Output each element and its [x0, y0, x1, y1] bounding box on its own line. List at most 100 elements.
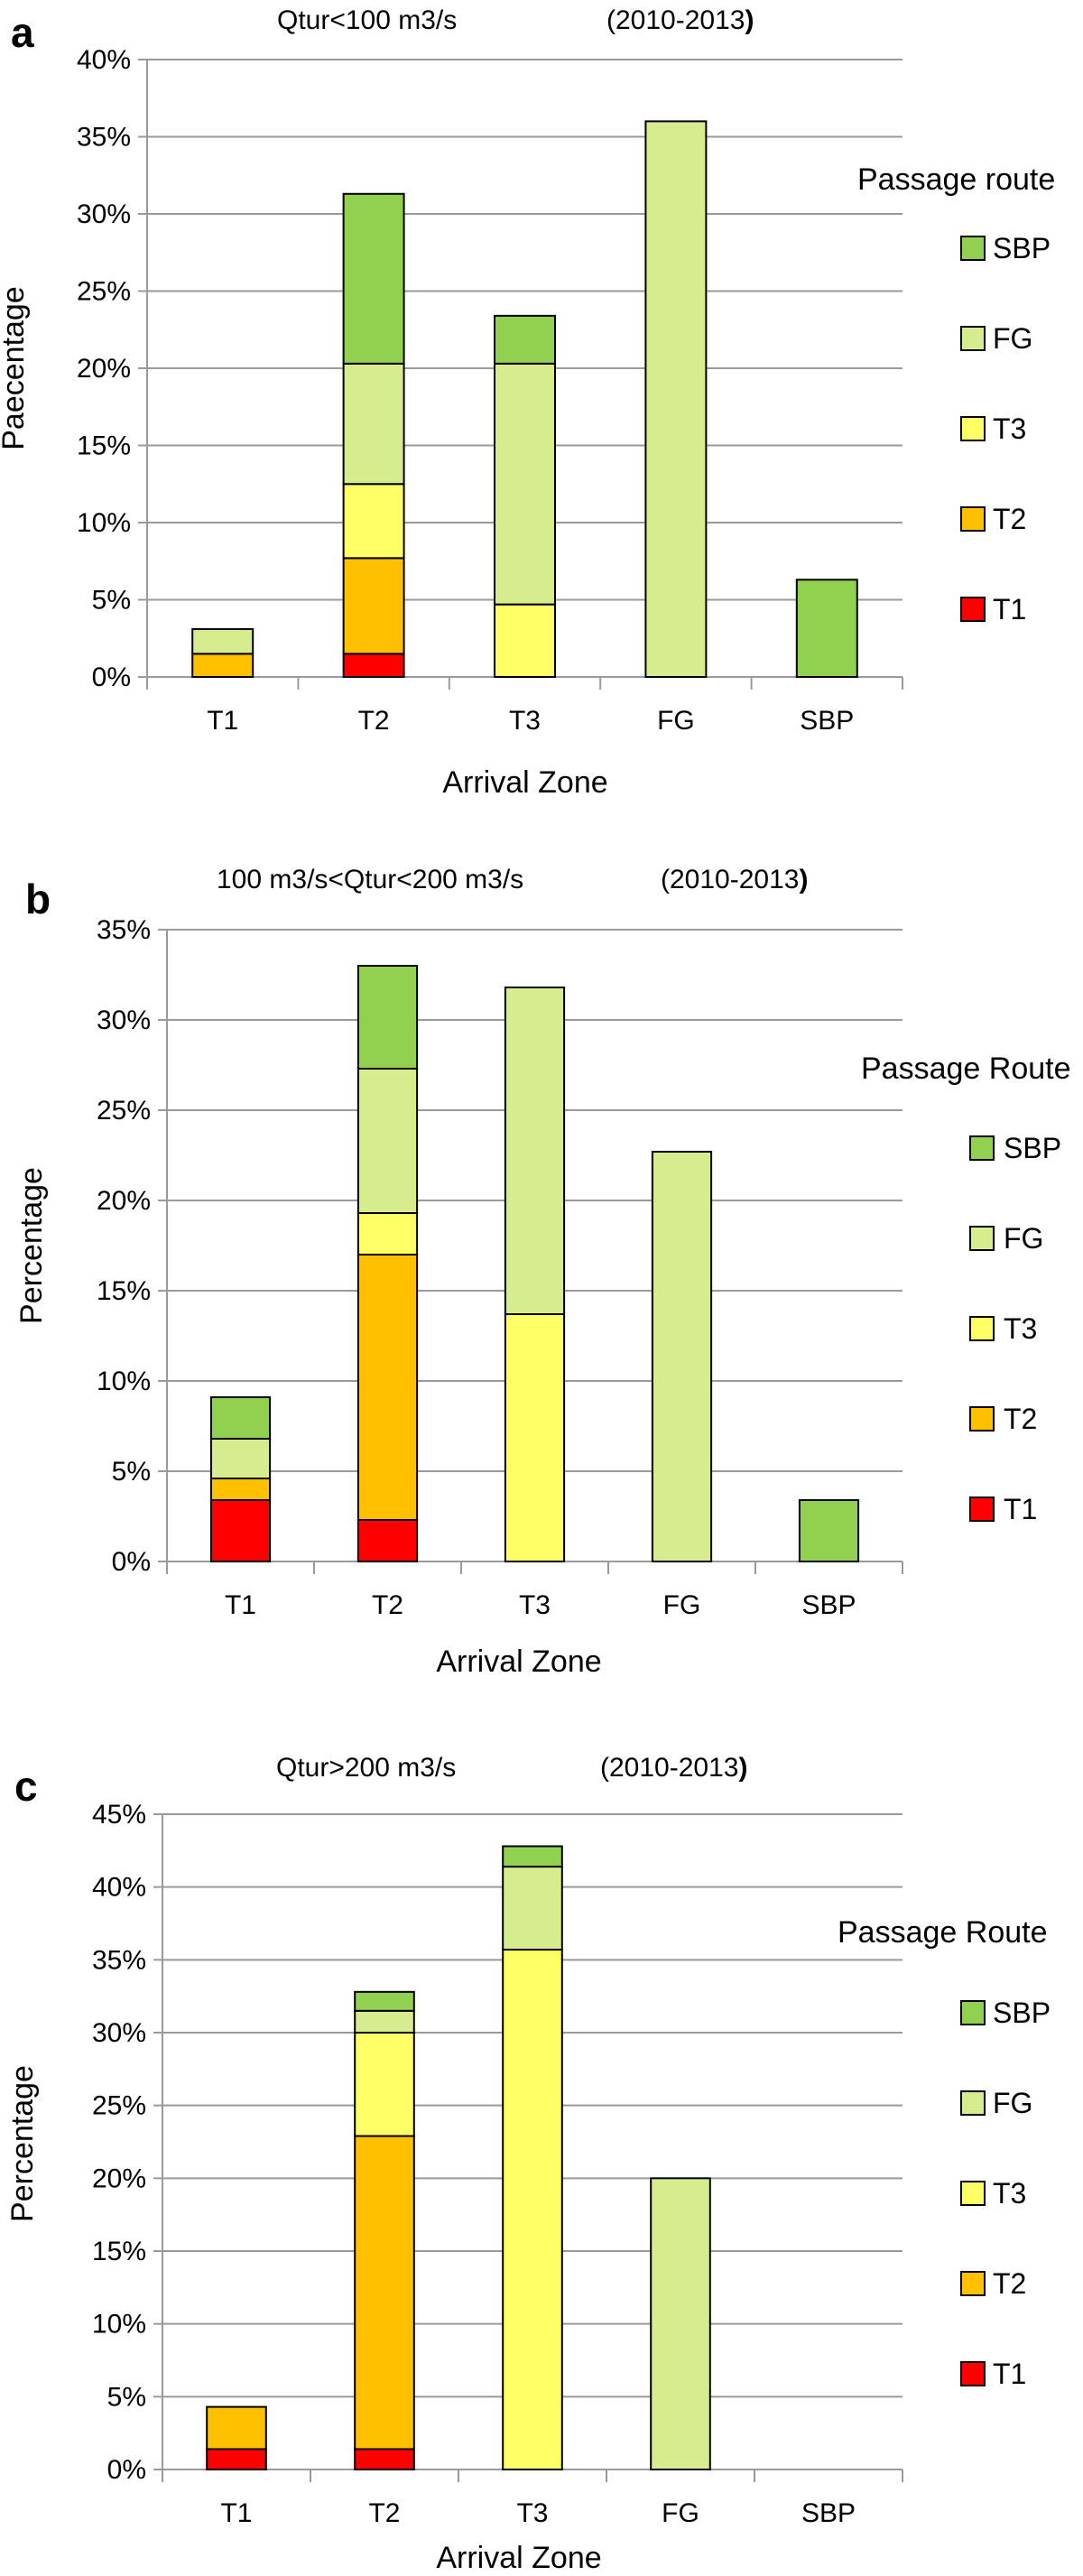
chart-title: Qtur>200 m3/s [276, 1753, 456, 1783]
y-tick-label: 0% [92, 663, 131, 692]
legend-label-T1: T1 [993, 593, 1026, 625]
y-tick-label: 40% [92, 1873, 146, 1903]
bar-T1-T1 [209, 1499, 272, 1562]
bar-T2-T3 [356, 1212, 419, 1256]
y-tick-label: 5% [92, 586, 131, 616]
bar-T3-SBP [502, 1845, 563, 1868]
legend-title: Passage Route [838, 1915, 1048, 1950]
x-tick-label: T3 [519, 1590, 551, 1620]
bar-T2-T2 [354, 2135, 415, 2451]
y-tick-label: 0% [107, 2455, 146, 2485]
y-tick-label: 0% [112, 1547, 151, 1577]
bar-T1-FG [209, 1438, 272, 1479]
legend-label-T3: T3 [1004, 1312, 1037, 1345]
bar-T2-SBP [342, 192, 405, 365]
bar-T3-T3 [504, 1313, 566, 1562]
legend-label-SBP: SBP [993, 232, 1051, 264]
y-tick-label: 25% [92, 2091, 146, 2121]
legend-label-T3: T3 [993, 2177, 1026, 2210]
y-tick-label: 35% [97, 915, 151, 945]
y-tick-label: 5% [112, 1457, 151, 1487]
bar-T3-T3 [494, 603, 556, 679]
y-tick-label: 25% [97, 1096, 151, 1126]
x-axis-label: Arrival Zone [436, 1645, 601, 1679]
legend-label-T3: T3 [993, 412, 1026, 445]
legend-swatch-T2 [960, 2271, 986, 2296]
y-tick-label: 40% [77, 45, 131, 75]
legend-swatch-T3 [969, 1316, 995, 1341]
legend-swatch-T1 [969, 1496, 995, 1522]
legend-label-FG: FG [993, 322, 1032, 355]
x-tick-label: T2 [372, 1590, 403, 1620]
bar-T1-T2 [209, 1478, 272, 1501]
y-tick-label: 15% [97, 1276, 151, 1306]
y-tick-label: 30% [77, 199, 131, 229]
chart-panel-a: a Qtur<100 m3/s (2010-2013) 0% 5% 10% 15% 20% 25… [0, 5, 1055, 800]
y-tick-label: 45% [92, 1800, 146, 1830]
y-tick-label: 10% [77, 508, 131, 538]
bar-T3-SBP [494, 314, 556, 365]
legend-swatch-FG [960, 326, 986, 351]
x-tick-label: T1 [225, 1590, 256, 1620]
x-tick-label: SBP [801, 2498, 856, 2528]
legend-swatch-FG [960, 2090, 986, 2116]
bar-T2-FG [354, 2009, 415, 2034]
y-tick-label: 30% [92, 2018, 146, 2048]
bar-T1-SBP [209, 1396, 272, 1440]
y-tick-label: 35% [92, 1945, 146, 1975]
x-tick-label: T1 [207, 706, 238, 736]
chart-title-period: (2010-2013) [606, 5, 754, 35]
bar-FG-FG [644, 120, 708, 678]
bar-T2-FG [356, 1068, 419, 1214]
legend-label-T2: T2 [993, 503, 1026, 535]
chart-title: Qtur<100 m3/s [277, 5, 457, 35]
legend-title: Passage Route [861, 1052, 1071, 1086]
y-tick-label: 25% [77, 277, 131, 307]
legend-swatch-T1 [960, 597, 986, 622]
legend-swatch-T3 [960, 2181, 986, 2206]
x-axis-label: Arrival Zone [436, 2541, 601, 2575]
legend-title: Passage route [857, 162, 1055, 197]
y-axis-label: Percentage [14, 1167, 49, 1324]
bar-FG-FG [650, 2177, 711, 2470]
legend-label-T1: T1 [993, 2358, 1026, 2390]
legend-label-T2: T2 [993, 2267, 1026, 2300]
legend-swatch-T1 [960, 2361, 986, 2386]
x-tick-label: FG [663, 1590, 701, 1620]
y-axis-label: Paecentage [0, 286, 31, 450]
y-tick-label: 10% [97, 1367, 151, 1396]
x-tick-label: T2 [368, 2498, 400, 2528]
legend-swatch-T2 [960, 506, 986, 532]
y-tick-label: 20% [97, 1186, 151, 1216]
x-tick-label: T1 [220, 2498, 252, 2528]
x-tick-label: T2 [358, 706, 390, 736]
chart-title: 100 m3/s<Qtur<200 m3/s [217, 865, 523, 894]
legend-swatch-FG [969, 1226, 995, 1251]
y-axis-label: Percentage [5, 2065, 40, 2222]
chart-panel-b: b 100 m3/s<Qtur<200 m3/s (2010-2013) 0% 5% 10… [14, 865, 1071, 1679]
bar-T2-T3 [342, 483, 405, 560]
panel-letter: a [11, 9, 34, 56]
x-tick-label: FG [662, 2498, 699, 2528]
legend-label-SBP: SBP [993, 1997, 1051, 2029]
legend-swatch-SBP [960, 236, 986, 261]
y-tick-label: 15% [92, 2237, 146, 2266]
y-tick-label: 15% [77, 431, 131, 461]
panel-letter: b [25, 876, 51, 922]
y-tick-label: 20% [77, 354, 131, 384]
bar-T2-T1 [356, 1519, 419, 1562]
bar-T1-FG [191, 627, 255, 655]
bar-T2-FG [342, 362, 405, 486]
x-tick-label: T3 [509, 706, 541, 736]
legend-swatch-T3 [960, 416, 986, 441]
bar-T2-T1 [342, 653, 405, 678]
legend-swatch-SBP [960, 2000, 986, 2025]
bar-T2-T3 [354, 2032, 415, 2137]
bar-FG-FG [651, 1151, 713, 1562]
bar-SBP-SBP [795, 579, 858, 679]
bar-T2-T2 [356, 1254, 419, 1521]
bar-T1-T2 [206, 2405, 267, 2451]
chart-title-period: (2010-2013) [661, 865, 808, 894]
bar-SBP-SBP [798, 1499, 860, 1562]
